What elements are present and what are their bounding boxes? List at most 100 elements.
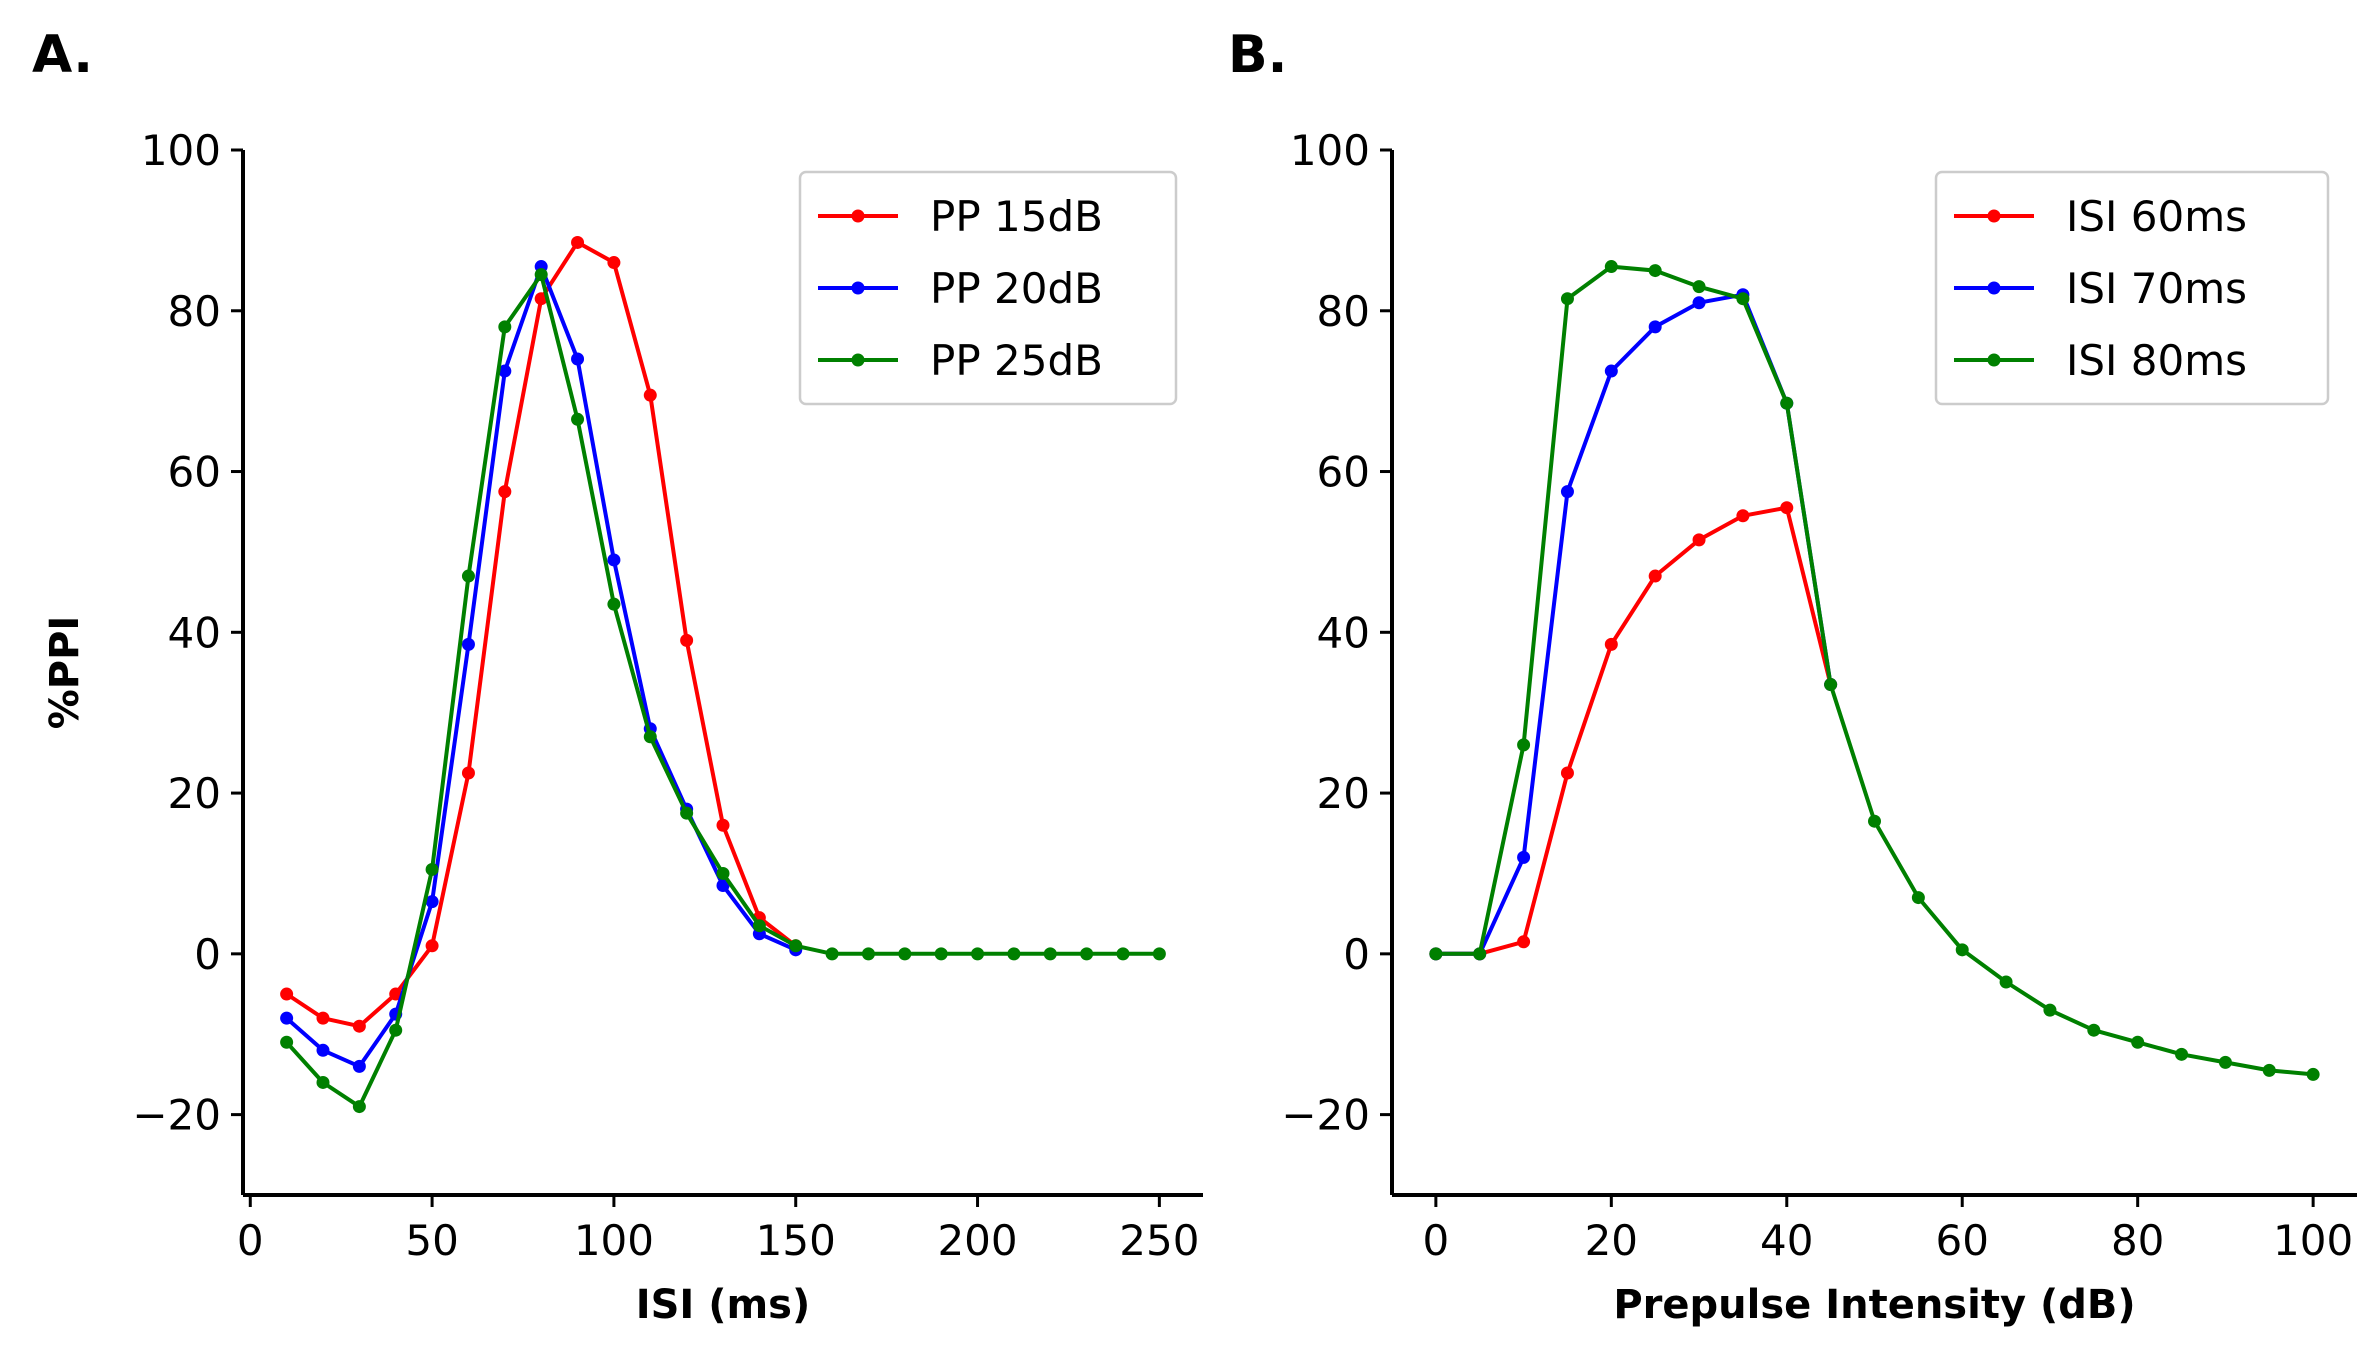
y-tick-label: 80 — [168, 287, 221, 336]
data-point — [1824, 678, 1838, 692]
y-tick-label: 0 — [194, 930, 221, 979]
data-point — [934, 947, 948, 961]
series-2 — [280, 260, 803, 1073]
data-point — [1007, 947, 1021, 961]
data-point — [280, 987, 294, 1001]
y-tick-label: 40 — [1317, 608, 1370, 657]
legend-label: ISI 60ms — [2066, 192, 2247, 241]
legend-label: PP 25dB — [930, 336, 1103, 385]
data-point — [352, 1100, 366, 1114]
y-tick-label: 20 — [1317, 769, 1370, 818]
data-point — [1517, 935, 1531, 949]
data-point — [316, 1075, 330, 1089]
data-point — [643, 388, 657, 402]
y-tick-label: 100 — [141, 126, 221, 175]
data-point — [1692, 533, 1706, 547]
y-tick-label: 20 — [168, 769, 221, 818]
data-point — [2306, 1067, 2320, 1081]
data-point — [971, 947, 985, 961]
series-2 — [1429, 288, 1838, 961]
legend-swatch-marker — [1987, 281, 2001, 295]
data-point — [1429, 947, 1443, 961]
data-point — [1604, 364, 1618, 378]
data-point — [461, 637, 475, 651]
series-3 — [1429, 260, 2320, 1081]
x-tick-label: 60 — [1936, 1216, 1989, 1265]
data-point — [607, 256, 621, 270]
data-point — [752, 919, 766, 933]
data-point — [1911, 891, 1925, 905]
x-tick-label: 50 — [405, 1216, 458, 1265]
data-point — [534, 268, 548, 282]
data-point — [389, 1023, 403, 1037]
data-point — [1736, 292, 1750, 306]
legend-entry: PP 25dB — [818, 336, 1103, 385]
y-tick-label: 0 — [1343, 930, 1370, 979]
data-point — [425, 895, 439, 909]
x-tick-label: 100 — [2273, 1216, 2353, 1265]
data-point — [1473, 947, 1487, 961]
panel-a: A. −20 0 20 40 60 80 100 0 50 100 150 200 250 ISI (ms)… — [32, 25, 1203, 1328]
data-point — [2043, 1003, 2057, 1017]
data-point — [1080, 947, 1094, 961]
data-point — [316, 1043, 330, 1057]
data-point — [1604, 260, 1618, 274]
data-point — [1560, 766, 1574, 780]
legend-swatch-marker — [851, 209, 865, 223]
data-point — [1868, 814, 1881, 828]
data-point — [825, 947, 839, 961]
data-point — [1517, 738, 1531, 752]
data-point — [425, 862, 439, 876]
legend-entry: PP 20dB — [818, 264, 1103, 313]
data-point — [2262, 1063, 2276, 1077]
data-point — [280, 1035, 294, 1049]
panel-letter: A. — [32, 25, 93, 85]
series-line — [284, 264, 798, 1069]
data-point — [280, 1011, 294, 1025]
data-point — [607, 553, 621, 567]
data-point — [861, 947, 875, 961]
data-point — [1560, 292, 1574, 306]
data-point — [1736, 509, 1750, 523]
data-point — [571, 352, 585, 366]
y-tick-label: 60 — [168, 448, 221, 497]
data-point — [498, 485, 512, 499]
x-axis-label: Prepulse Intensity (dB) — [1613, 1282, 2135, 1328]
series-line — [1433, 292, 1833, 956]
data-point — [1152, 947, 1166, 961]
legend-swatch-marker — [851, 281, 865, 295]
data-point — [2218, 1055, 2232, 1069]
legend: PP 15dB PP 20dB PP 25dB — [798, 170, 1178, 406]
data-point — [1780, 396, 1794, 410]
legend-swatch-marker — [1987, 353, 2001, 367]
legend-entry: PP 15dB — [818, 192, 1103, 241]
data-point — [1560, 485, 1574, 499]
y-tick-label: 40 — [168, 608, 221, 657]
data-point — [461, 766, 475, 780]
data-point — [2087, 1023, 2101, 1037]
data-point — [716, 879, 730, 893]
panel-b: B. −20 0 20 40 60 80 100 0 20 40 60 80 100 Prepulse In… — [1228, 25, 2357, 1328]
legend-swatch-marker — [851, 353, 865, 367]
y-tick-label: 60 — [1317, 448, 1370, 497]
data-point — [389, 987, 403, 1001]
data-point — [571, 412, 585, 426]
y-tick-label: 80 — [1317, 287, 1370, 336]
data-point — [1648, 569, 1662, 583]
legend-entry: ISI 70ms — [1954, 264, 2247, 313]
y-tick-label: −20 — [1281, 1091, 1370, 1140]
data-point — [1955, 943, 1969, 957]
legend-label: PP 15dB — [930, 192, 1103, 241]
panel-letter: B. — [1228, 25, 1287, 85]
data-point — [1692, 280, 1706, 294]
data-point — [1692, 296, 1706, 310]
x-tick-label: 250 — [1119, 1216, 1199, 1265]
legend-box — [1934, 170, 2330, 406]
data-point — [2175, 1047, 2189, 1061]
legend-swatch-marker — [1987, 209, 2001, 223]
data-point — [571, 235, 585, 249]
x-tick-label: 100 — [574, 1216, 654, 1265]
series-line — [1433, 505, 1833, 956]
data-point — [498, 364, 512, 378]
